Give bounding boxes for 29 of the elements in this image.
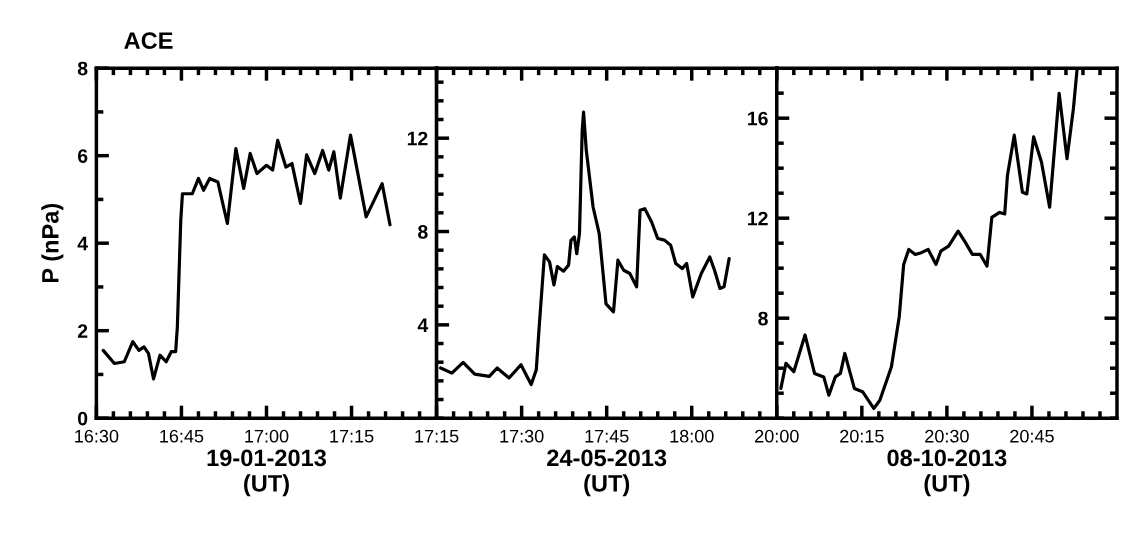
y-tick-label: 6 bbox=[77, 149, 88, 163]
y-tick-label: 2 bbox=[77, 324, 88, 338]
y-tick-label: 8 bbox=[418, 224, 428, 239]
chart-title: ACE bbox=[124, 32, 173, 49]
x-tick-label: 20:30 bbox=[925, 429, 969, 443]
x-tick-label: 17:30 bbox=[500, 429, 544, 443]
y-tick-label: 12 bbox=[407, 131, 428, 146]
x-tick-label: 17:15 bbox=[330, 429, 374, 443]
y-tick-label: 4 bbox=[77, 236, 88, 251]
x-tick-label: 20:15 bbox=[840, 429, 884, 443]
x-tick-label: 17:00 bbox=[245, 429, 289, 443]
x-tick-label: 16:45 bbox=[160, 429, 204, 443]
y-tick-label: 8 bbox=[77, 61, 88, 76]
line-series bbox=[101, 133, 392, 381]
x-axis-title: 19-01-2013 (UT) bbox=[207, 449, 327, 497]
y-tick-label: 12 bbox=[748, 211, 768, 226]
x-axis-title: 24-05-2013 (UT) bbox=[547, 449, 667, 497]
y-axis-title: P (nPa) bbox=[41, 203, 64, 283]
y-tick-label: 4 bbox=[417, 318, 429, 332]
x-tick-label: 17:45 bbox=[585, 429, 629, 443]
x-axis-title: 08-10-2013 (UT) bbox=[887, 449, 1007, 497]
x-tick-label: 20:00 bbox=[755, 429, 799, 443]
x-tick-label: 16:30 bbox=[75, 429, 119, 443]
x-tick-label: 18:00 bbox=[670, 429, 714, 443]
y-tick-label: 8 bbox=[758, 311, 768, 326]
x-tick-label: 17:15 bbox=[415, 429, 459, 443]
y-tick-label: 16 bbox=[748, 111, 768, 126]
x-tick-label: 20:45 bbox=[1010, 429, 1054, 443]
y-tick-label: 0 bbox=[78, 411, 88, 426]
